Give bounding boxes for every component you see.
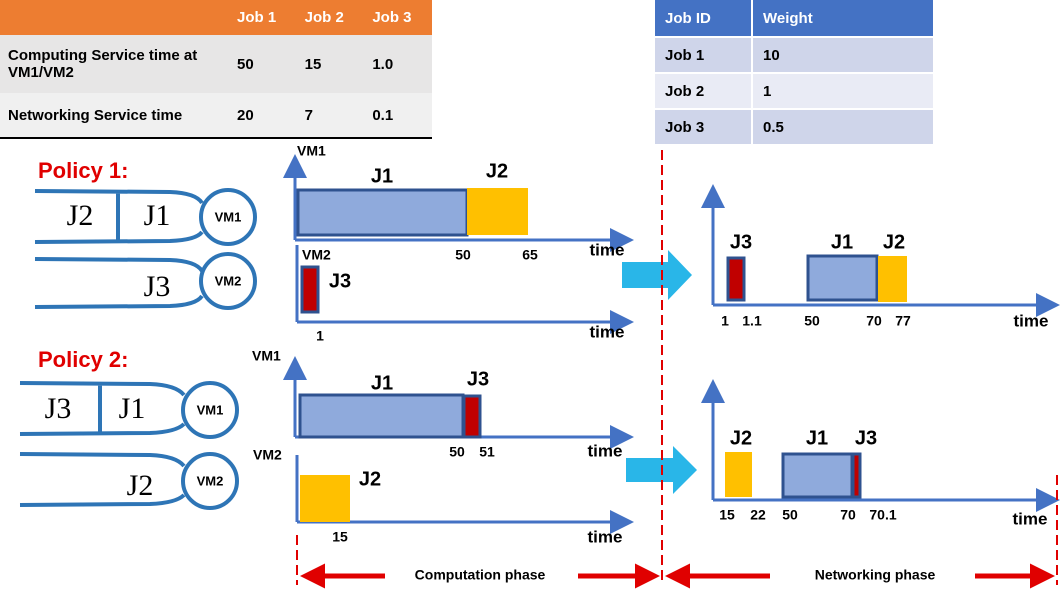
tick-label: 1 [721, 313, 729, 329]
tick-label: 50 [782, 507, 798, 523]
queue [19, 452, 186, 507]
header-cell: Weight [752, 0, 935, 37]
cell: 50 [229, 35, 297, 93]
cell: 10 [752, 36, 935, 73]
tick-label: 1 [316, 328, 324, 344]
tick-label: 70.1 [869, 507, 896, 523]
cell: 0.5 [752, 108, 935, 144]
job-label: J3 [329, 270, 351, 292]
axis-label: time [1014, 311, 1049, 330]
job-bar [300, 475, 350, 522]
row-label: Computing Service time at VM1/VM2 [0, 35, 229, 93]
policy-title: Policy 1: [38, 158, 128, 183]
job-label: J3 [467, 368, 489, 390]
job-bar [851, 452, 862, 499]
job-bar [296, 188, 469, 237]
cell: 15 [296, 35, 365, 93]
phase-label: Computation phase [415, 567, 546, 583]
queue-job: J3 [144, 270, 171, 303]
queue-job: J2 [127, 469, 154, 502]
cell: 1.0 [364, 35, 432, 93]
job-bar [462, 394, 482, 439]
tick-label: 77 [895, 313, 911, 329]
service-table: Job 1 Job 2 Job 3 Computing Service time… [0, 0, 432, 139]
queue-job: J2 [67, 199, 94, 232]
server [199, 252, 257, 310]
queue-job: J1 [119, 392, 146, 425]
server-label: VM2 [197, 473, 224, 488]
tick-label: 65 [522, 247, 538, 263]
server [181, 381, 239, 439]
vm-label: VM2 [302, 247, 331, 263]
job-bar [725, 452, 752, 497]
cell: Job 3 [655, 108, 753, 144]
server [181, 452, 239, 510]
header-cell: Job 1 [229, 0, 297, 35]
queue [19, 381, 186, 436]
axis-label: time [590, 322, 625, 341]
tick-label: 50 [449, 444, 465, 460]
header-cell [0, 0, 229, 35]
tick-label: 50 [455, 247, 471, 263]
tick-label: 15 [332, 529, 348, 545]
job-bar [298, 393, 465, 439]
tick-label: 50 [804, 313, 820, 329]
phase-label: Networking phase [815, 567, 936, 583]
job-bar [467, 188, 528, 235]
job-label: J1 [371, 165, 393, 187]
axis-label: time [588, 441, 623, 460]
tick-label: 70 [840, 507, 856, 523]
job-label: J2 [730, 427, 752, 449]
vm-label: VM1 [252, 348, 281, 364]
job-label: J3 [855, 427, 877, 449]
server-label: VM1 [197, 402, 224, 417]
job-bar [726, 256, 746, 302]
job-bar [781, 452, 854, 499]
cell: Job 1 [655, 36, 753, 73]
tick-label: 51 [479, 444, 495, 460]
cell: 20 [229, 93, 297, 138]
policy-title: Policy 2: [38, 347, 128, 372]
tick-label: 15 [719, 507, 735, 523]
axis-label: time [590, 240, 625, 259]
server-label: VM1 [215, 209, 242, 224]
cell: 7 [296, 93, 365, 138]
job-label: J2 [359, 468, 381, 490]
cell: 0.1 [364, 93, 432, 138]
job-label: J3 [730, 231, 752, 253]
header-cell: Job ID [655, 0, 753, 37]
cell: 1 [752, 72, 935, 109]
vm-label: VM1 [297, 143, 326, 159]
tick-label: 22 [750, 507, 766, 523]
tick-label: 1.1 [742, 313, 762, 329]
queue [34, 257, 204, 309]
header-cell: Job 2 [296, 0, 365, 35]
row-label: Networking Service time [0, 93, 229, 138]
server-label: VM2 [215, 273, 242, 288]
job-bar [878, 256, 907, 302]
job-label: J2 [486, 160, 508, 182]
job-label: J1 [371, 372, 393, 394]
axis-label: time [588, 527, 623, 546]
server [199, 188, 257, 246]
phase-arrow [622, 250, 692, 300]
axis-label: time [1013, 509, 1048, 528]
job-bar [300, 265, 320, 314]
queue [34, 189, 204, 244]
job-bar [806, 254, 879, 302]
vm-label: VM2 [253, 447, 282, 463]
queue-job: J3 [45, 392, 72, 425]
queue-job: J1 [144, 199, 171, 232]
job-label: J1 [831, 231, 853, 253]
tick-label: 70 [866, 313, 882, 329]
cell: Job 2 [655, 72, 753, 109]
header-cell: Job 3 [364, 0, 432, 35]
job-label: J1 [806, 427, 828, 449]
job-label: J2 [883, 231, 905, 253]
